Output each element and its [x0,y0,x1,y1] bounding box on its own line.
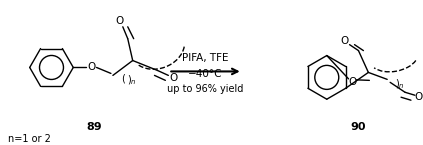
Text: O: O [87,62,95,72]
Text: PIFA, TFE: PIFA, TFE [182,52,228,62]
Text: 90: 90 [351,122,366,132]
Text: $($: $($ [121,72,126,85]
Text: n=1 or 2: n=1 or 2 [8,134,51,144]
Text: O: O [116,16,124,26]
Text: O: O [341,36,349,46]
Text: O: O [349,77,357,87]
Text: $)_n$: $)_n$ [127,74,137,87]
Text: O: O [415,92,423,102]
Text: 89: 89 [86,122,102,132]
Text: −40°C: −40°C [188,69,222,79]
Text: O: O [169,73,177,83]
Text: up to 96% yield: up to 96% yield [167,84,243,94]
Text: $)_n$: $)_n$ [395,78,405,91]
